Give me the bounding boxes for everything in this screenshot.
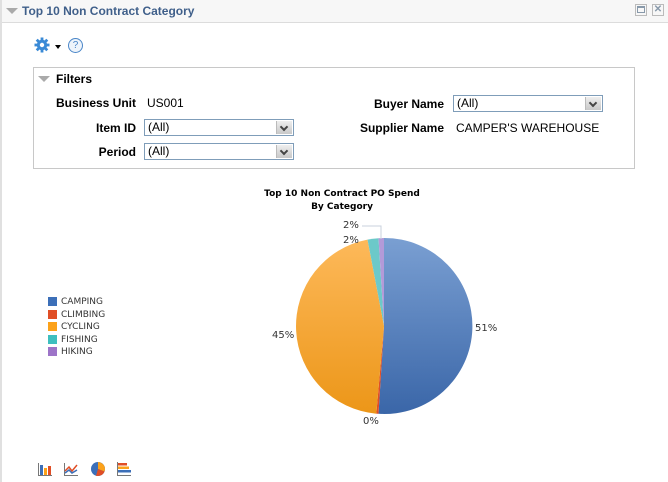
chevron-down-icon[interactable] — [585, 97, 601, 110]
legend-swatch — [48, 334, 57, 344]
buyer-name-select[interactable]: (All) — [453, 95, 603, 112]
legend-label: CYCLING — [61, 322, 100, 332]
collapse-triangle-icon[interactable] — [38, 76, 50, 82]
period-label: Period — [98, 145, 136, 159]
pie-chart-icon[interactable] — [90, 461, 106, 477]
legend-label: FISHING — [61, 334, 98, 345]
legend-swatch — [48, 347, 57, 356]
pie-label-hiking: 2% — [343, 220, 359, 231]
business-unit-label: Business Unit — [55, 96, 136, 110]
pie-label-fishing: 2% — [343, 235, 359, 246]
item-id-select[interactable]: (All) — [144, 119, 294, 136]
close-button[interactable]: ✕ — [652, 4, 664, 16]
pie-slice-fishing[interactable] — [367, 238, 385, 326]
collapse-triangle-icon[interactable] — [6, 8, 18, 14]
item-id-value: (All) — [148, 120, 170, 134]
supplier-name-label: Supplier Name — [359, 121, 444, 135]
pagelet-header: Top 10 Non Contract Category ✕ — [2, 0, 668, 23]
chart-title: Top 10 Non Contract PO Spend By Category — [242, 188, 442, 214]
buyer-name-label: Buyer Name — [373, 97, 444, 111]
chevron-down-icon[interactable] — [55, 45, 61, 49]
filters-panel: Filters Business Unit US001 Item ID (All… — [33, 67, 635, 169]
legend-label: HIKING — [61, 347, 93, 357]
legend-swatch — [48, 322, 57, 331]
chart-title-line2: By Category — [311, 202, 373, 212]
pie-label-cycling: 45% — [272, 330, 295, 341]
period-select[interactable]: (All) — [144, 143, 294, 160]
filters-title[interactable]: Filters — [56, 72, 93, 86]
pie-label-camping: 51% — [475, 323, 498, 334]
legend-label: CLIMBING — [61, 309, 106, 320]
pie-slice-cycling[interactable] — [296, 239, 384, 414]
chevron-down-icon[interactable] — [276, 145, 292, 158]
leader-line — [362, 225, 382, 239]
period-value: (All) — [148, 144, 170, 158]
pagelet-title: Top 10 Non Contract Category — [22, 4, 195, 18]
pie-label-climbing: 0% — [363, 416, 379, 427]
line-chart-icon[interactable] — [63, 461, 79, 477]
maximize-button[interactable] — [635, 4, 647, 16]
pie-slice-camping[interactable] — [378, 237, 473, 414]
legend-swatch — [48, 309, 57, 319]
help-icon[interactable]: ? — [68, 38, 83, 53]
item-id-label: Item ID — [95, 121, 136, 135]
business-unit-value: US001 — [147, 96, 184, 110]
horizontal-bar-chart-icon[interactable] — [116, 461, 132, 477]
legend-swatch — [48, 297, 57, 306]
chart-title-line1: Top 10 Non Contract PO Spend — [264, 189, 420, 199]
bar-chart-icon[interactable] — [37, 461, 53, 477]
supplier-name-value: CAMPER'S WAREHOUSE — [456, 121, 600, 135]
buyer-name-value: (All) — [457, 96, 479, 110]
legend-label: CAMPING — [61, 297, 103, 307]
chevron-down-icon[interactable] — [276, 121, 292, 134]
gear-icon[interactable] — [34, 37, 50, 53]
pie-slice-climbing[interactable] — [376, 326, 384, 414]
pie-slice-hiking[interactable] — [378, 238, 385, 326]
